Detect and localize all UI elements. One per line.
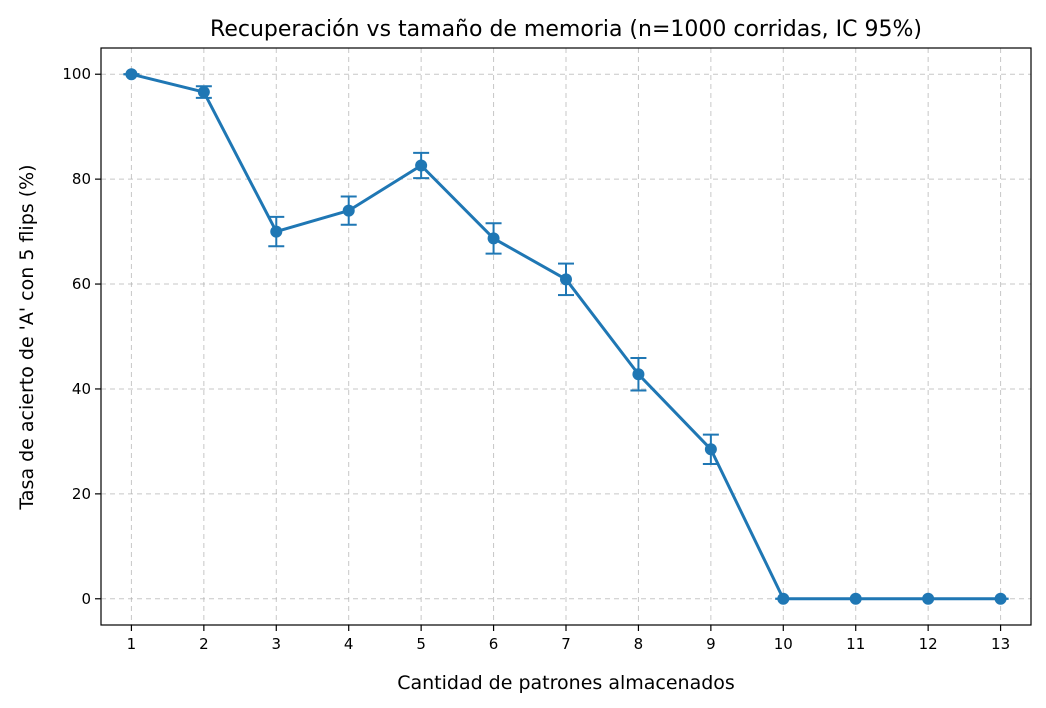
x-tick-label: 3 <box>272 635 282 653</box>
data-point <box>487 232 500 245</box>
x-tick-label: 6 <box>489 635 499 653</box>
chart-title: Recuperación vs tamaño de memoria (n=100… <box>210 17 922 42</box>
x-tick-label: 4 <box>344 635 354 653</box>
data-point <box>777 592 790 605</box>
x-tick-label: 5 <box>416 635 426 653</box>
data-point <box>994 592 1007 605</box>
data-point <box>849 592 862 605</box>
data-point <box>560 273 572 286</box>
x-tick-label: 13 <box>991 635 1010 653</box>
data-point <box>415 159 428 172</box>
y-tick-label: 40 <box>72 380 91 398</box>
data-point <box>342 204 355 217</box>
x-tick-label: 10 <box>774 635 793 653</box>
x-tick-label: 2 <box>199 635 209 653</box>
y-tick-label: 100 <box>62 65 91 83</box>
data-point <box>270 225 283 238</box>
y-axis-label: Tasa de acierto de 'A' con 5 flips (%) <box>16 164 38 510</box>
x-tick-label: 12 <box>919 635 938 653</box>
x-tick-label: 8 <box>634 635 644 653</box>
data-point <box>922 592 935 605</box>
y-tick-label: 0 <box>81 590 91 608</box>
grid <box>101 48 1031 625</box>
x-tick-label: 11 <box>846 635 865 653</box>
y-tick-label: 20 <box>72 485 91 503</box>
x-axis-label: Cantidad de patrones almacenados <box>397 672 735 694</box>
x-tick-label: 9 <box>706 635 716 653</box>
x-tick-label: 7 <box>561 635 571 653</box>
y-tick-label: 60 <box>72 275 91 293</box>
data-series <box>123 68 1009 605</box>
data-point <box>632 368 645 381</box>
data-point <box>197 86 210 99</box>
y-tick-label: 80 <box>72 170 91 188</box>
data-point <box>125 68 138 81</box>
x-tick-label: 1 <box>127 635 137 653</box>
data-point <box>704 443 717 456</box>
